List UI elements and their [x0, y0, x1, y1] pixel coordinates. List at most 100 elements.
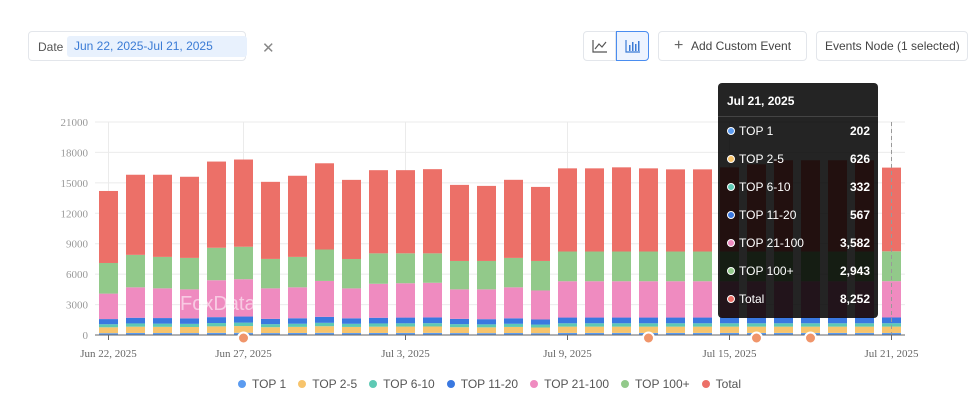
bar-segment	[288, 175, 307, 257]
x-tick-label: Jul 9, 2025	[543, 348, 592, 360]
bar-segment	[558, 332, 577, 335]
bar-segment	[234, 159, 253, 247]
tooltip-label: TOP 2-5	[739, 152, 784, 166]
bar-segment	[315, 249, 334, 281]
bar-segment	[315, 326, 334, 333]
bar-segment	[774, 326, 793, 333]
legend-item[interactable]: TOP 100+	[621, 377, 690, 391]
legend-item[interactable]: Total	[701, 377, 741, 391]
bar-segment	[639, 251, 658, 282]
bar-segment	[612, 326, 631, 333]
legend-item[interactable]: TOP 6-10	[369, 377, 435, 391]
bar-segment	[477, 319, 496, 325]
bar-segment	[828, 317, 847, 324]
bar-segment	[666, 326, 685, 333]
bar-segment	[774, 332, 793, 335]
tooltip-row: TOP 21-100 3,582	[727, 235, 870, 251]
bar-segment	[504, 326, 523, 334]
bar-segment	[666, 317, 685, 324]
bar-segment	[207, 323, 226, 327]
bar-segment	[369, 170, 388, 254]
legend-item[interactable]: TOP 21-100	[530, 377, 609, 391]
bar-segment	[477, 289, 496, 320]
bar-segment	[558, 323, 577, 327]
tooltip-row: Total 8,252	[727, 291, 870, 307]
bar-segment	[234, 322, 253, 327]
bar-segment	[450, 184, 469, 261]
bar-segment	[126, 332, 145, 335]
bar-segment	[531, 260, 550, 291]
legend-dot	[530, 380, 539, 388]
bar-segment	[855, 323, 874, 327]
y-tick-label: 0	[83, 330, 89, 342]
bar-segment	[207, 161, 226, 248]
tooltip-dot	[727, 183, 735, 191]
events-node-selector[interactable]: Events Node (1 selected)	[816, 31, 968, 61]
tooltip-dot	[727, 239, 735, 247]
tooltip-dot	[727, 211, 735, 219]
y-tick-label: 9000	[66, 239, 89, 251]
add-custom-event-label: Add Custom Event	[691, 39, 792, 53]
bar-segment	[342, 323, 361, 327]
line-chart-view-button[interactable]	[583, 31, 616, 61]
bar-segment	[396, 317, 415, 324]
bar-segment	[477, 185, 496, 261]
bar-segment	[369, 253, 388, 284]
tooltip: Jul 21, 2025 TOP 1 202 TOP 2-5 626 TOP 6-10 3…	[718, 83, 878, 318]
bar-segment	[207, 326, 226, 333]
bar-segment	[180, 326, 199, 334]
bar-segment	[180, 323, 199, 327]
bar-segment	[99, 327, 118, 334]
tooltip-value: 202	[849, 124, 870, 138]
date-range-value[interactable]: Jun 22, 2025-Jul 21, 2025 ✕	[67, 36, 275, 57]
bar-segment	[342, 179, 361, 259]
y-tick-label: 15000	[61, 178, 89, 190]
bar-segment	[423, 332, 442, 335]
bar-segment	[882, 251, 901, 282]
tooltip-value: 8,252	[839, 292, 870, 306]
bar-segment	[126, 326, 145, 333]
bar-segment	[558, 317, 577, 324]
bar-segment	[153, 333, 172, 335]
event-marker	[804, 331, 817, 345]
clear-icon[interactable]: ✕	[262, 40, 275, 57]
bar-segment	[477, 327, 496, 334]
bar-chart-view-button[interactable]	[616, 31, 649, 61]
bar-segment	[747, 323, 766, 327]
legend-dot	[298, 380, 307, 388]
bar-segment	[639, 323, 658, 327]
plus-icon: +	[674, 37, 684, 54]
bar-segment	[180, 257, 199, 290]
bar-segment	[720, 317, 739, 324]
bar-segment	[855, 317, 874, 324]
bar-segment	[396, 326, 415, 333]
tooltip-value: 567	[849, 208, 870, 222]
bar-segment	[99, 333, 118, 335]
bar-segment	[261, 258, 280, 289]
bar-segment	[531, 324, 550, 328]
bar-segment	[666, 169, 685, 252]
legend-dot	[446, 380, 455, 388]
y-tick-label: 6000	[66, 269, 89, 281]
legend-item[interactable]: TOP 1	[237, 377, 286, 391]
bar-segment	[720, 323, 739, 327]
bar-segment	[234, 279, 253, 317]
bar-segment	[153, 288, 172, 319]
legend-item[interactable]: TOP 2-5	[298, 377, 357, 391]
bar-segment	[369, 283, 388, 318]
bar-segment	[477, 324, 496, 328]
legend-label: TOP 11-20	[460, 377, 519, 391]
bar-segment	[261, 324, 280, 328]
tooltip-value: 3,582	[839, 236, 870, 250]
bar-segment	[99, 293, 118, 320]
date-filter[interactable]: Date Jun 22, 2025-Jul 21, 2025 ✕	[28, 31, 275, 61]
bar-segment	[180, 176, 199, 258]
bar-segment	[342, 288, 361, 319]
add-custom-event-button[interactable]: + Add Custom Event	[658, 31, 807, 61]
tooltip-value: 2,943	[839, 264, 870, 278]
bar-segment	[153, 174, 172, 257]
bar-segment	[450, 333, 469, 335]
tooltip-value: 626	[849, 152, 870, 166]
legend-item[interactable]: TOP 11-20	[446, 377, 519, 391]
bar-segment	[126, 317, 145, 324]
